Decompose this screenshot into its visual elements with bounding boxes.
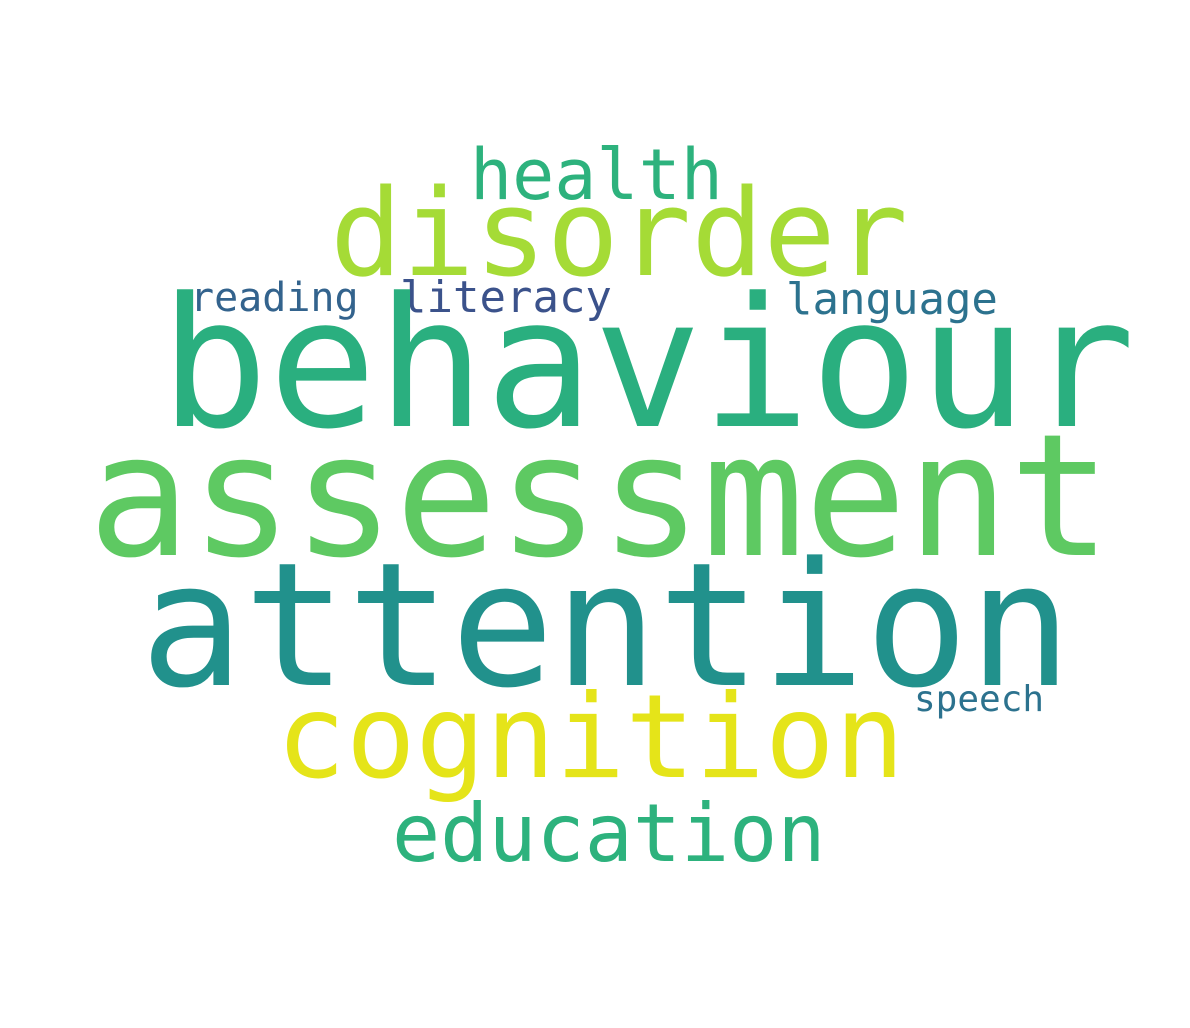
word-reading: reading [190, 275, 359, 321]
word-disorder: disorder [330, 165, 908, 304]
word-language: language [786, 274, 998, 325]
word-speech: speech [914, 679, 1045, 720]
word-attention: attention [140, 525, 1072, 726]
word-assessment: assessment [88, 398, 1112, 596]
word-health: health [470, 134, 723, 216]
word-behaviour: behaviour [160, 260, 1136, 469]
word-cognition: cognition [276, 670, 905, 805]
word-literacy: literacy [400, 272, 612, 323]
word-education: education [392, 787, 826, 880]
